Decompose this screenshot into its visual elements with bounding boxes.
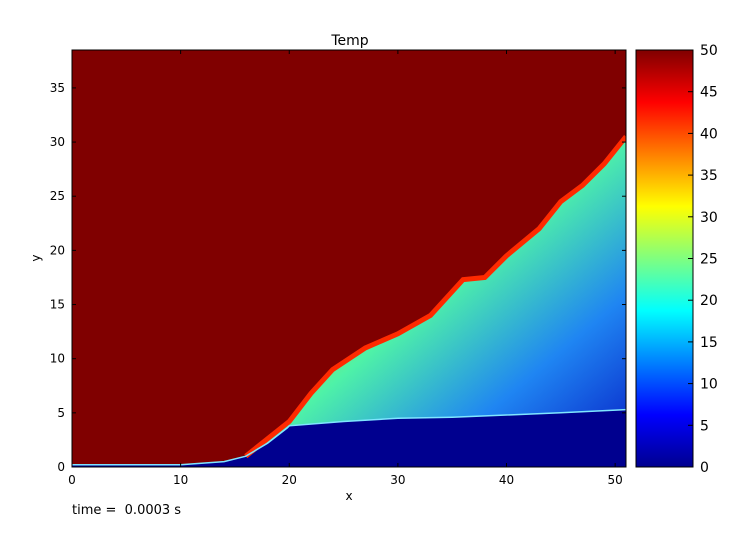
- colorbar-tick-label: 40: [700, 126, 718, 142]
- colorbar-tick-label: 5: [700, 418, 709, 434]
- y-tick-label: 35: [50, 81, 65, 95]
- time-annotation: time = 0.0003 s: [72, 503, 181, 518]
- y-axis-ticks: 0 5 10 15 20 25 30 35: [50, 81, 626, 474]
- chart-title: Temp: [330, 33, 368, 49]
- colorbar: [635, 49, 694, 468]
- colorbar-tick-label: 45: [700, 85, 718, 101]
- x-axis-label: x: [345, 489, 352, 503]
- x-axis-ticks: 0 10 20 30 40 50: [68, 50, 623, 487]
- colorbar-tick-label: 0: [700, 460, 709, 476]
- colorbar-tick-label: 15: [700, 335, 718, 351]
- y-tick-label: 5: [57, 406, 65, 420]
- y-tick-label: 0: [57, 460, 65, 474]
- colorbar-tick-label: 35: [700, 168, 718, 184]
- colorbar-tick-label: 10: [700, 377, 718, 393]
- flame-edge: [244, 135, 626, 459]
- surface-line: [72, 408, 626, 466]
- flame-band: [245, 136, 626, 457]
- cold-region: [72, 409, 626, 467]
- y-tick-label: 30: [50, 135, 65, 149]
- y-tick-label: 15: [50, 298, 65, 312]
- colorbar-ticks: 0 5 10 15 20 25 30 35 40 45 50: [688, 43, 718, 476]
- x-tick-label: 20: [282, 473, 297, 487]
- colorbar-tick-label: 30: [700, 210, 718, 226]
- x-tick-label: 50: [607, 473, 622, 487]
- time-text: time = 0.0003 s: [72, 503, 182, 518]
- x-tick-label: 30: [390, 473, 405, 487]
- x-tick-label: 40: [499, 473, 514, 487]
- colorbar-tick-label: 20: [700, 293, 718, 309]
- plot-frame: [71, 49, 627, 468]
- colorbar-tick-label: 50: [700, 43, 718, 59]
- y-tick-label: 10: [50, 352, 65, 366]
- x-tick-label: 10: [173, 473, 188, 487]
- y-axis-label: y: [29, 254, 43, 261]
- y-tick-label: 20: [50, 243, 65, 257]
- y-tick-label: 25: [50, 189, 65, 203]
- plot-area: [72, 50, 626, 467]
- x-tick-label: 0: [68, 473, 76, 487]
- colorbar-tick-label: 25: [700, 252, 718, 268]
